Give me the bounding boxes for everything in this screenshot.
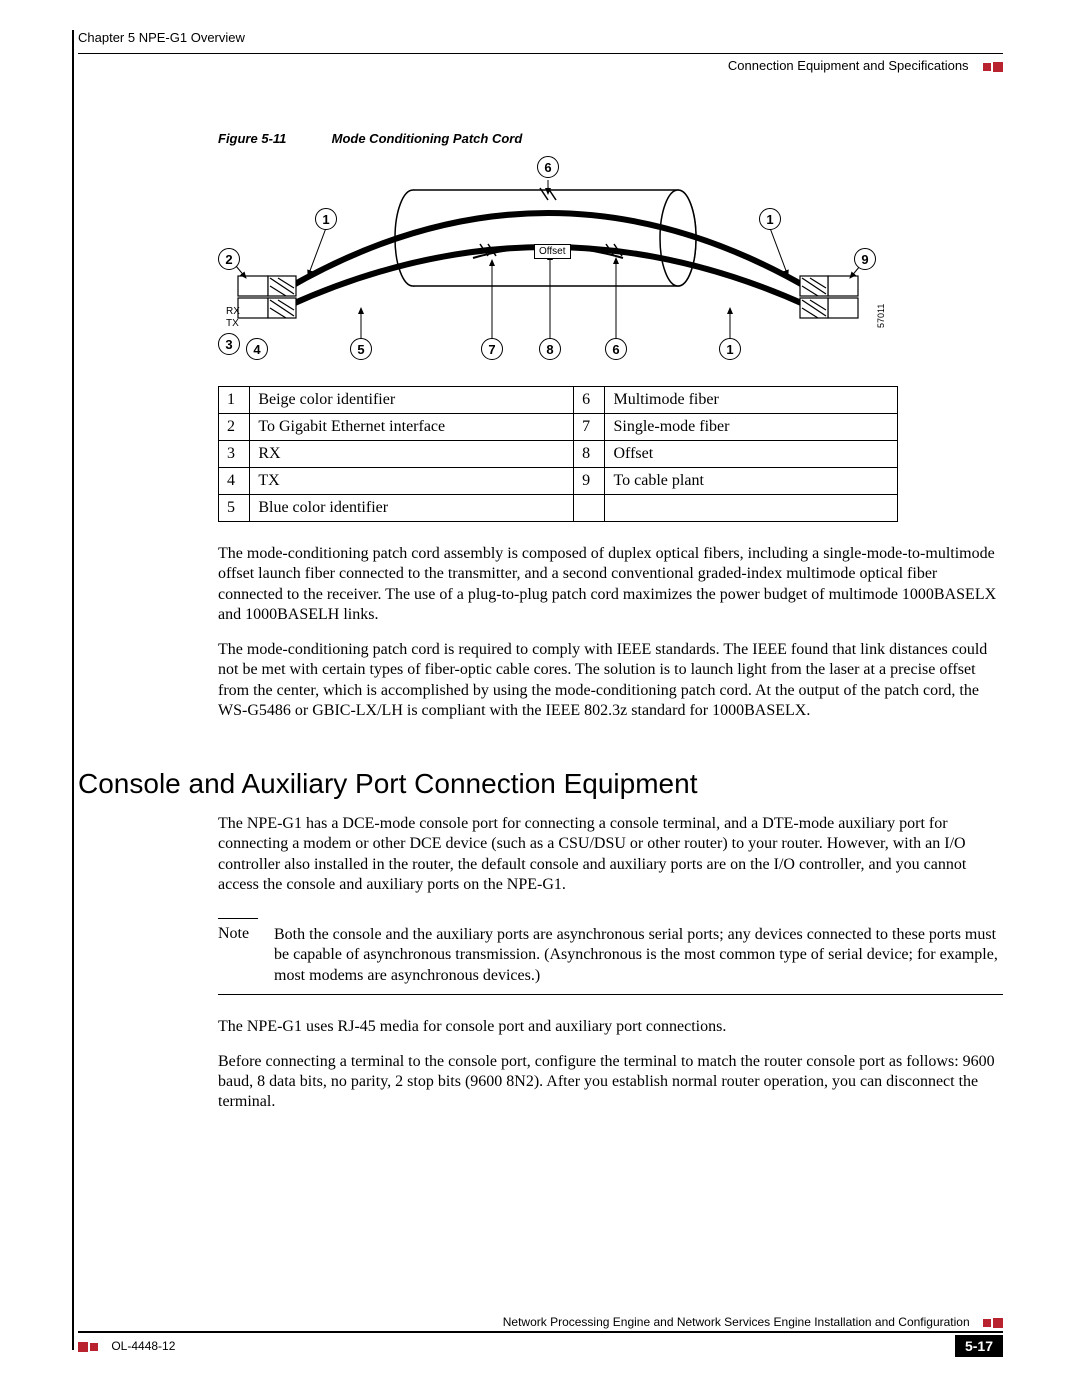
callout-6: 6	[605, 338, 627, 360]
patch-cord-diagram: 6 1 1 2 9 Offset RX TX 3 4 5 7 8 6 1 570…	[218, 158, 878, 368]
legend-desc: TX	[250, 468, 574, 495]
legend-num: 2	[219, 414, 250, 441]
legend-num: 4	[219, 468, 250, 495]
body-paragraph: The mode-conditioning patch cord assembl…	[218, 544, 1003, 626]
figure-id: 57011	[876, 304, 886, 328]
legend-desc: Offset	[605, 441, 898, 468]
table-row: 4TX9To cable plant	[219, 468, 898, 495]
left-margin-bar	[72, 30, 74, 1350]
legend-num: 6	[574, 387, 605, 414]
table-row: 5Blue color identifier	[219, 495, 898, 522]
note-block: Note Both the console and the auxiliary …	[218, 918, 1003, 995]
legend-desc: Multimode fiber	[605, 387, 898, 414]
callout-1: 1	[315, 208, 337, 230]
table-row: 3RX8Offset	[219, 441, 898, 468]
accent-square-icon	[993, 62, 1003, 72]
legend-desc: To cable plant	[605, 468, 898, 495]
body-paragraph: The NPE-G1 uses RJ-45 media for console …	[218, 1017, 1003, 1037]
running-header: Chapter 5 NPE-G1 Overview	[78, 30, 1003, 47]
callout-7: 7	[481, 338, 503, 360]
tx-label: TX	[226, 318, 239, 329]
accent-square-icon	[993, 1318, 1003, 1328]
legend-desc: RX	[250, 441, 574, 468]
legend-desc: Beige color identifier	[250, 387, 574, 414]
callout-8: 8	[539, 338, 561, 360]
note-text: Both the console and the auxiliary ports…	[274, 925, 1003, 986]
figure-number: Figure 5-11	[218, 131, 328, 146]
legend-num	[574, 495, 605, 522]
callout-1: 1	[759, 208, 781, 230]
callout-3: 3	[218, 333, 240, 355]
callout-9: 9	[854, 248, 876, 270]
body-paragraph: The NPE-G1 has a DCE-mode console port f…	[218, 814, 1003, 896]
figure-caption: Figure 5-11 Mode Conditioning Patch Cord	[218, 131, 1003, 146]
table-row: 1Beige color identifier6Multimode fiber	[219, 387, 898, 414]
table-row: 2To Gigabit Ethernet interface7Single-mo…	[219, 414, 898, 441]
legend-num: 8	[574, 441, 605, 468]
accent-square-icon	[78, 1342, 88, 1352]
legend-num: 3	[219, 441, 250, 468]
callout-5: 5	[350, 338, 372, 360]
legend-num: 1	[219, 387, 250, 414]
legend-num: 9	[574, 468, 605, 495]
header-section: Connection Equipment and Specifications	[728, 58, 969, 73]
callout-1: 1	[719, 338, 741, 360]
legend-desc: To Gigabit Ethernet interface	[250, 414, 574, 441]
header-chapter: Chapter 5 NPE-G1 Overview	[78, 30, 245, 47]
footer-docnum: OL-4448-12	[111, 1339, 175, 1353]
page-content: Chapter 5 NPE-G1 Overview Connection Equ…	[78, 30, 1003, 1113]
body-paragraph: The mode-conditioning patch cord is requ…	[218, 640, 1003, 722]
footer-book-title: Network Processing Engine and Network Se…	[503, 1315, 970, 1329]
figure-title: Mode Conditioning Patch Cord	[332, 131, 523, 146]
legend-num: 7	[574, 414, 605, 441]
legend-table: 1Beige color identifier6Multimode fiber2…	[218, 386, 898, 522]
offset-label: Offset	[534, 244, 571, 259]
callout-4: 4	[246, 338, 268, 360]
callout-2: 2	[218, 248, 240, 270]
diagram-svg	[218, 158, 878, 368]
body-paragraph: Before connecting a terminal to the cons…	[218, 1052, 1003, 1113]
page-number-badge: 5-17	[955, 1335, 1003, 1357]
accent-square-icon	[983, 1319, 991, 1327]
legend-desc	[605, 495, 898, 522]
accent-square-icon	[90, 1343, 98, 1351]
section-heading: Console and Auxiliary Port Connection Eq…	[78, 768, 1003, 800]
legend-desc: Single-mode fiber	[605, 414, 898, 441]
rx-label: RX	[226, 306, 240, 317]
legend-desc: Blue color identifier	[250, 495, 574, 522]
note-label: Note	[218, 925, 274, 986]
callout-6: 6	[537, 156, 559, 178]
accent-square-icon	[983, 63, 991, 71]
page-footer: Network Processing Engine and Network Se…	[78, 1315, 1003, 1357]
legend-num: 5	[219, 495, 250, 522]
